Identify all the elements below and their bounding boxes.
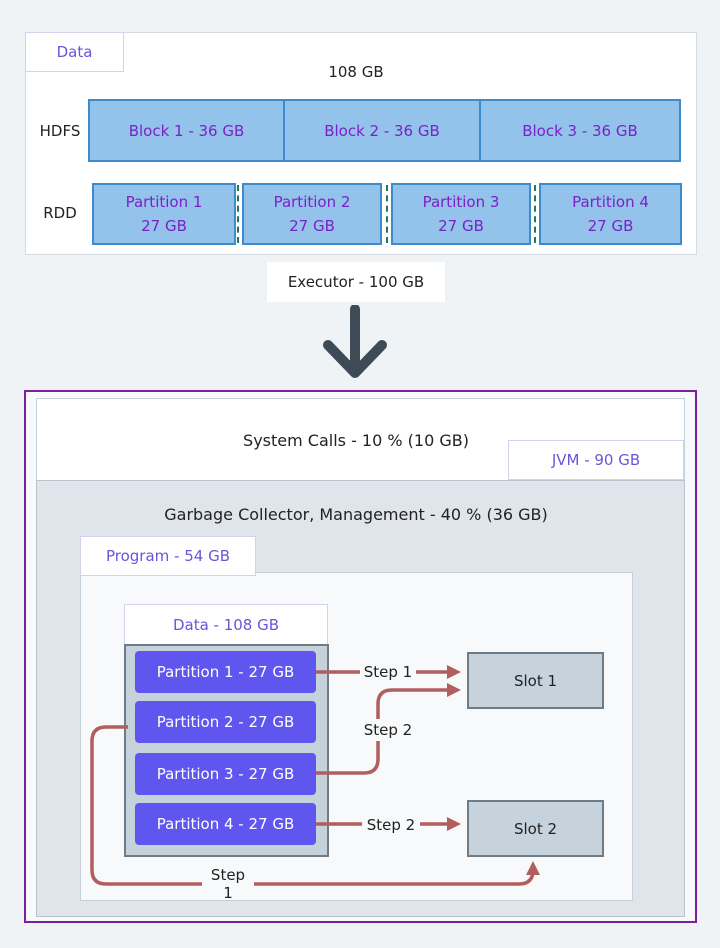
rdd-partition: Partition 4 27 GB bbox=[539, 183, 682, 245]
partition-block: Partition 1 - 27 GB bbox=[135, 651, 316, 693]
hdfs-block: Block 2 - 36 GB bbox=[283, 99, 481, 162]
partition-block: Partition 2 - 27 GB bbox=[135, 701, 316, 743]
partition-name: Partition 3 bbox=[422, 193, 500, 211]
data-tab: Data bbox=[25, 32, 124, 72]
partition-size: 27 GB bbox=[438, 217, 484, 235]
hdfs-block: Block 1 - 36 GB bbox=[88, 99, 285, 162]
partition-name: Partition 2 bbox=[273, 193, 351, 211]
partition-size: 27 GB bbox=[141, 217, 187, 235]
data-header: Data - 108 GB bbox=[124, 604, 328, 645]
partition-divider bbox=[534, 185, 536, 243]
hdfs-block: Block 3 - 36 GB bbox=[479, 99, 681, 162]
partition-name: Partition 1 bbox=[125, 193, 203, 211]
gc-label: Garbage Collector, Management - 40 % (36… bbox=[164, 504, 548, 524]
step-label: Step 1 bbox=[360, 661, 416, 683]
program-tab: Program - 54 GB bbox=[80, 536, 256, 576]
arrow-down-icon bbox=[323, 305, 387, 378]
partition-block: Partition 4 - 27 GB bbox=[135, 803, 316, 845]
executor-label: Executor - 100 GB bbox=[267, 262, 445, 302]
step-label: Step 2 bbox=[362, 814, 420, 836]
partition-size: 27 GB bbox=[289, 217, 335, 235]
rdd-label: RDD bbox=[43, 204, 77, 222]
step-label: Step 1 bbox=[202, 866, 254, 902]
slot-2: Slot 2 bbox=[467, 800, 604, 857]
partition-divider bbox=[237, 185, 239, 243]
partition-divider bbox=[386, 185, 388, 243]
step-label: Step 2 bbox=[358, 719, 418, 741]
rdd-partition: Partition 1 27 GB bbox=[92, 183, 236, 245]
slot-1: Slot 1 bbox=[467, 652, 604, 709]
arrow-p2-slot2 bbox=[90, 725, 540, 886]
system-calls-label: System Calls - 10 % (10 GB) bbox=[243, 430, 469, 450]
partition-block: Partition 3 - 27 GB bbox=[135, 753, 316, 795]
partition-name: Partition 4 bbox=[572, 193, 649, 211]
rdd-partition: Partition 3 27 GB bbox=[391, 183, 531, 245]
rdd-partition: Partition 2 27 GB bbox=[242, 183, 382, 245]
hdfs-label: HDFS bbox=[39, 122, 81, 140]
jvm-tab: JVM - 90 GB bbox=[508, 440, 684, 480]
total-size: 108 GB bbox=[328, 63, 384, 81]
partition-size: 27 GB bbox=[587, 217, 634, 235]
